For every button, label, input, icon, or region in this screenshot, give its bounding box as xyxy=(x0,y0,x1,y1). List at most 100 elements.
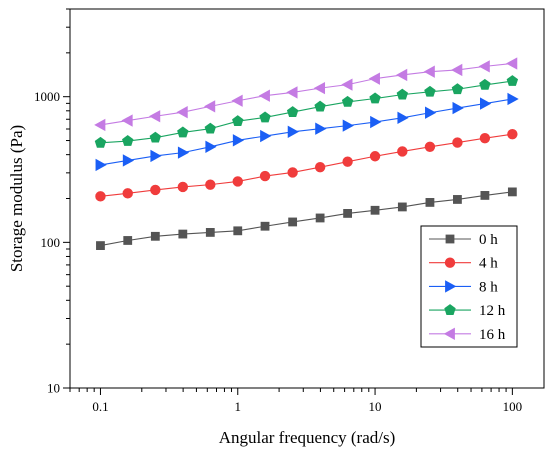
legend-marker xyxy=(444,304,456,315)
series-8h xyxy=(95,92,519,172)
data-point xyxy=(121,114,133,127)
data-point xyxy=(177,181,189,193)
data-point xyxy=(452,101,464,115)
legend-entry: 0 h xyxy=(429,232,498,248)
series-16h xyxy=(94,57,518,132)
data-point xyxy=(425,106,437,119)
data-point xyxy=(343,209,353,218)
data-point xyxy=(203,100,216,113)
data-point xyxy=(233,226,243,236)
legend-entry: 16 h xyxy=(429,327,506,343)
data-point xyxy=(177,146,190,159)
data-point xyxy=(479,132,491,144)
data-point xyxy=(314,100,326,112)
series-line xyxy=(100,133,513,197)
data-point xyxy=(452,137,463,148)
data-point xyxy=(122,188,133,199)
legend-label: 12 h xyxy=(479,303,506,319)
data-point xyxy=(232,134,245,147)
data-point xyxy=(150,231,160,241)
legend-entry: 12 h xyxy=(429,303,506,319)
x-tick-label: 0.1 xyxy=(92,399,108,414)
data-point xyxy=(231,94,243,107)
x-tick-label: 1 xyxy=(235,399,242,414)
data-point xyxy=(259,170,271,182)
series-4h xyxy=(95,128,518,202)
data-point xyxy=(288,217,298,227)
legend-entry: 8 h xyxy=(429,279,498,295)
data-point xyxy=(176,105,188,119)
legend: 0 h 4 h 8 h 12 h 16 h xyxy=(420,225,518,348)
legend-label: 16 h xyxy=(479,327,506,343)
data-point xyxy=(424,85,436,97)
data-point xyxy=(148,110,161,123)
data-point xyxy=(314,162,326,173)
data-point xyxy=(94,136,107,148)
data-point xyxy=(205,179,216,190)
data-point xyxy=(370,115,382,129)
legend-label: 0 h xyxy=(479,232,498,248)
data-point xyxy=(424,141,436,152)
data-point xyxy=(506,57,518,70)
data-point xyxy=(479,97,492,110)
data-point xyxy=(341,95,354,107)
data-point xyxy=(122,135,134,146)
data-point xyxy=(287,125,299,138)
data-point xyxy=(232,176,243,187)
data-point xyxy=(150,184,161,196)
x-tick-label: 100 xyxy=(503,399,523,414)
data-point xyxy=(478,60,490,73)
data-point xyxy=(287,167,298,178)
series-12h xyxy=(94,75,519,148)
data-point xyxy=(149,131,162,143)
data-point xyxy=(341,78,353,91)
data-point xyxy=(205,140,217,153)
data-point xyxy=(506,75,519,86)
data-point xyxy=(396,88,409,100)
data-point xyxy=(95,158,107,172)
data-point xyxy=(369,151,381,162)
legend-entry: 4 h xyxy=(429,256,498,272)
data-point xyxy=(451,83,464,95)
data-point xyxy=(315,122,327,135)
y-tick-label: 100 xyxy=(41,235,61,250)
data-point xyxy=(122,154,135,167)
data-point xyxy=(205,228,215,237)
y-axis-label: Storage modulus (Pa) xyxy=(7,125,26,272)
data-point xyxy=(480,191,490,200)
data-point xyxy=(397,111,409,124)
data-point xyxy=(479,78,491,90)
series-line xyxy=(100,80,513,144)
ticks: 0.1 1 10 100 10 100 1000 xyxy=(34,8,523,414)
data-point xyxy=(453,195,462,204)
data-point xyxy=(313,81,326,95)
data-point xyxy=(425,198,435,207)
data-point xyxy=(96,241,105,250)
data-point xyxy=(369,92,381,104)
series-layer xyxy=(94,57,519,250)
legend-marker xyxy=(445,280,457,293)
data-point xyxy=(95,191,106,202)
data-point xyxy=(368,72,380,85)
legend-marker xyxy=(443,327,455,340)
legend-label: 8 h xyxy=(479,279,498,295)
data-point xyxy=(150,149,162,163)
legend-marker xyxy=(445,234,455,244)
data-point xyxy=(507,92,519,106)
data-point xyxy=(123,236,133,245)
data-point xyxy=(342,156,353,167)
data-point xyxy=(507,128,518,140)
data-point xyxy=(94,118,106,132)
series-line xyxy=(100,98,513,166)
data-point xyxy=(204,122,216,134)
legend-marker xyxy=(444,257,456,268)
data-point xyxy=(286,86,298,99)
x-tick-label: 10 xyxy=(369,399,382,414)
data-point xyxy=(286,106,299,117)
data-point xyxy=(259,111,271,123)
data-point xyxy=(396,68,408,82)
data-point xyxy=(232,115,244,127)
legend-label: 4 h xyxy=(479,256,498,272)
y-tick-label: 1000 xyxy=(34,89,60,104)
